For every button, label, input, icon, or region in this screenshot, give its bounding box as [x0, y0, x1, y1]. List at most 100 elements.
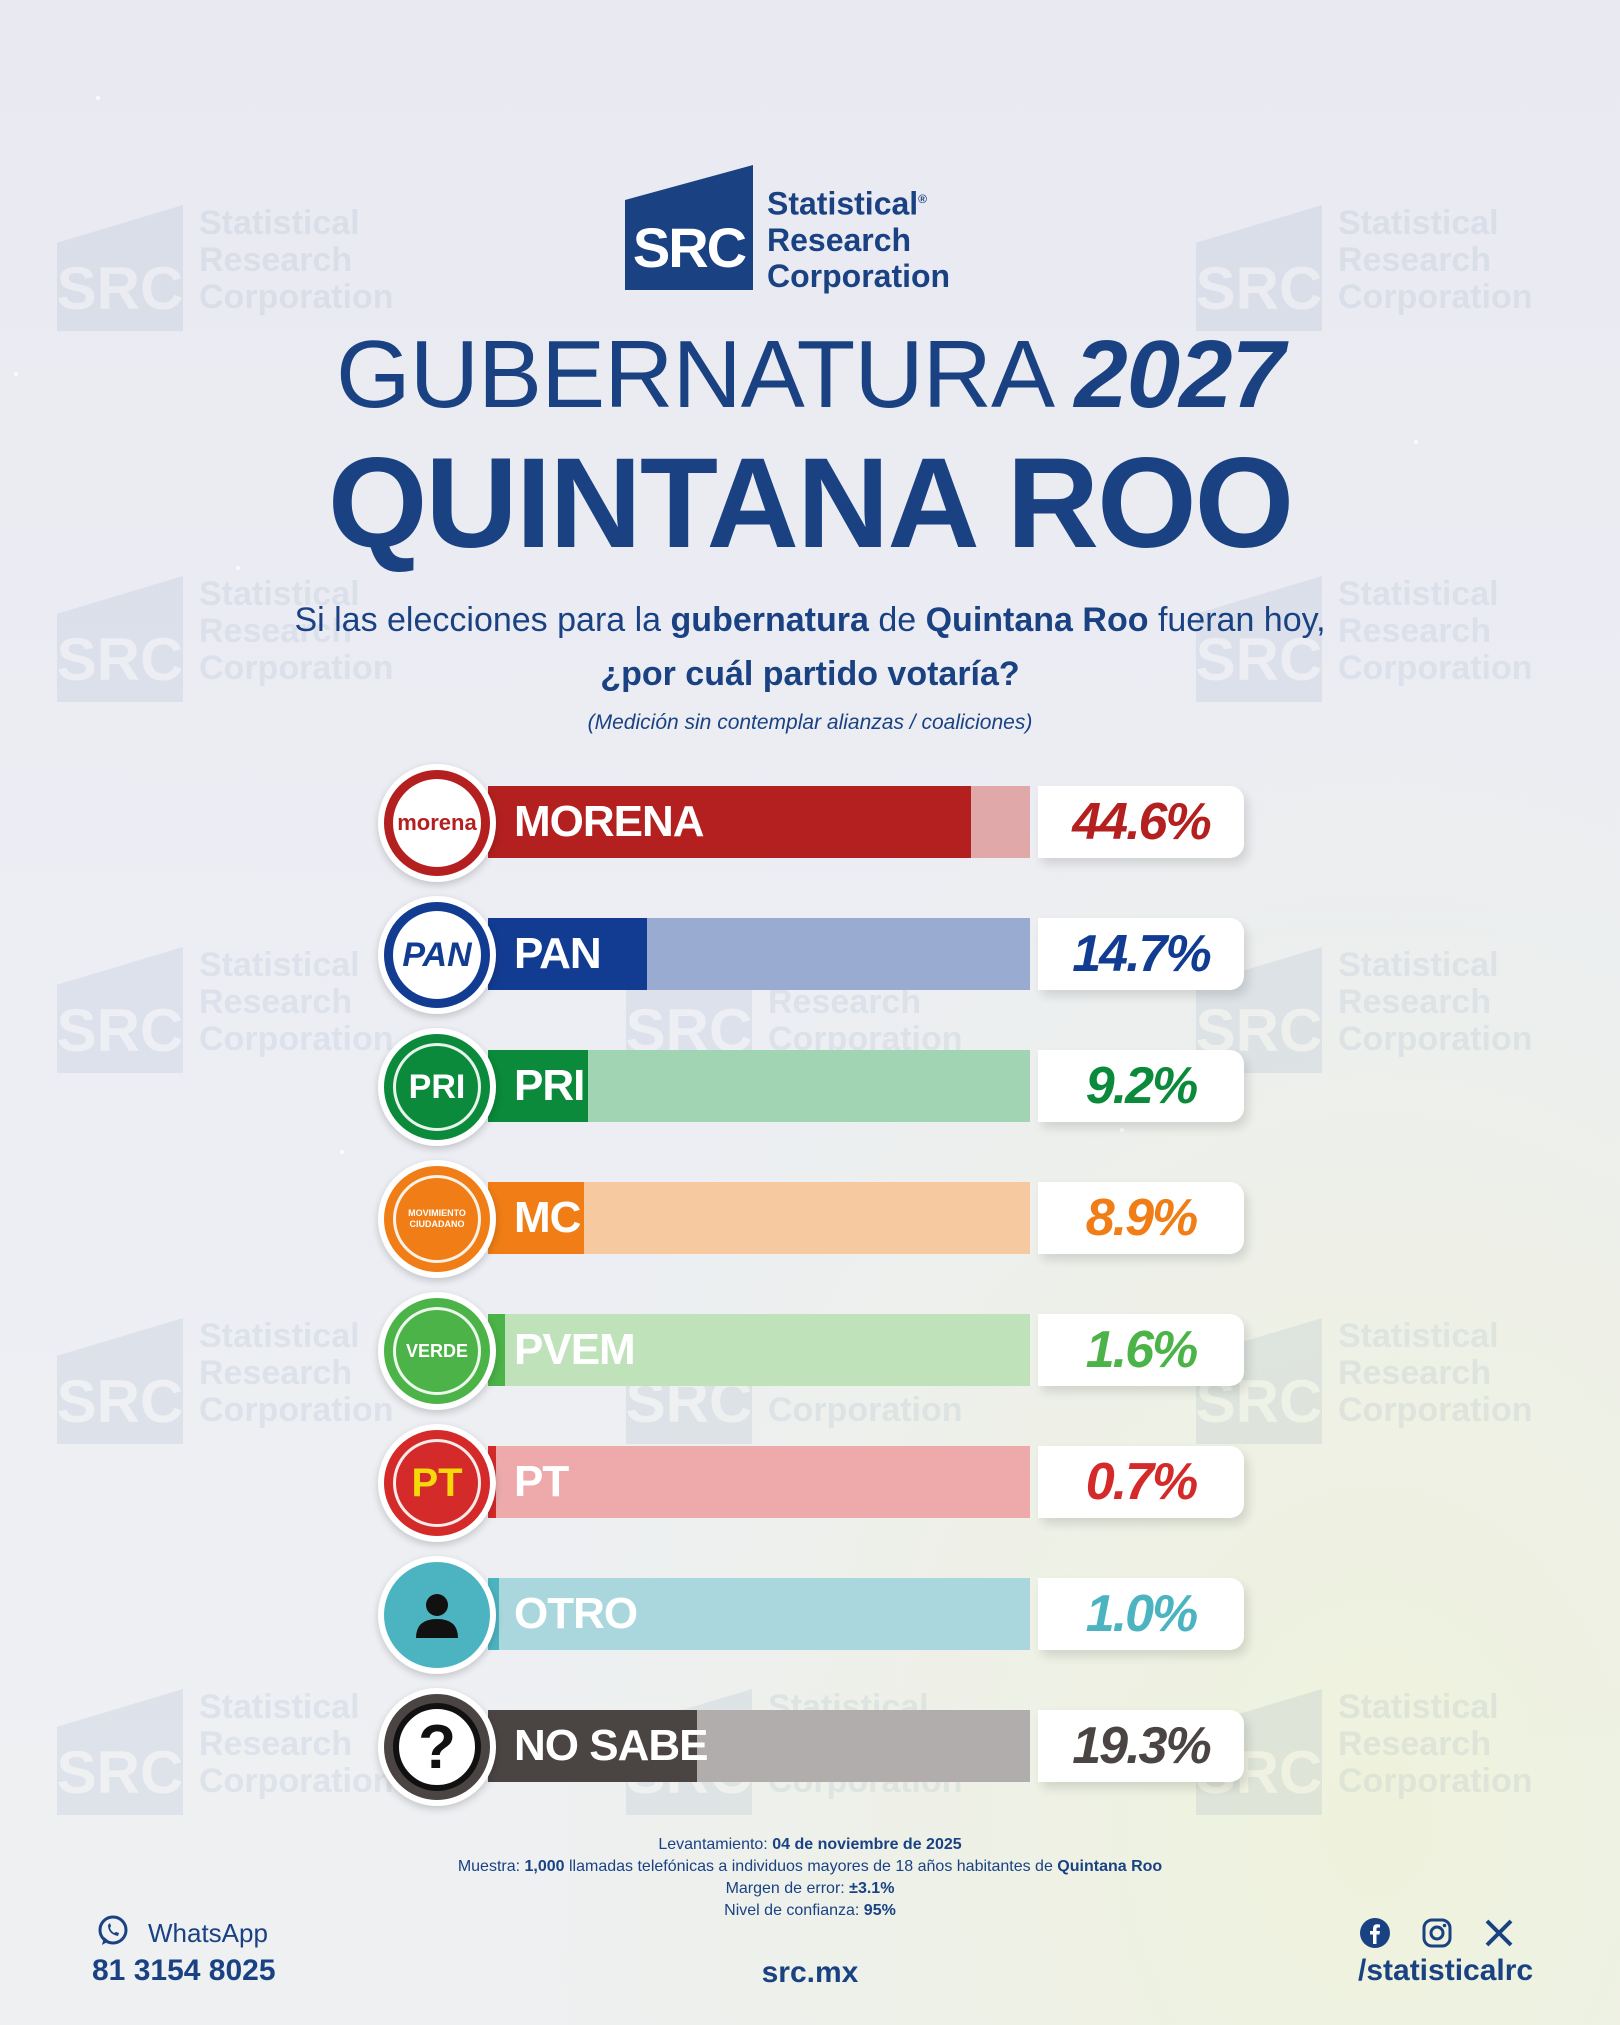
party-badge: VERDE: [378, 1292, 496, 1410]
social-handle[interactable]: /statisticalrc: [1358, 1954, 1534, 1987]
src-logo: SRC Statistical® Research Corporation: [625, 165, 950, 294]
survey-question: Si las elecciones para la gubernatura de…: [0, 593, 1620, 701]
bar-row: MC 8.9% MOVIMIENTO CIUDADANO: [378, 1158, 1248, 1290]
value-label: 1.6%: [1038, 1314, 1244, 1386]
party-badge: PT: [378, 1424, 496, 1542]
party-badge: ?: [378, 1688, 496, 1806]
category-label: PAN: [514, 929, 602, 978]
party-badge: morena: [378, 764, 496, 882]
bar-track: [488, 1710, 1030, 1782]
question-part3: fueran hoy,: [1148, 601, 1326, 639]
muestra-label: Muestra:: [457, 1858, 525, 1875]
bar-fill: [488, 1050, 588, 1122]
party-logo: PRI: [393, 1043, 481, 1131]
person-icon: [393, 1571, 481, 1659]
bar-row: PRI 9.2% PRI: [378, 1026, 1248, 1158]
instagram-icon[interactable]: [1420, 1916, 1454, 1950]
question-line2: ¿por cuál partido votaría?: [600, 655, 1020, 693]
muestra-value: 1,000: [524, 1858, 565, 1875]
nivel-line: Nivel de confianza: 95%: [0, 1900, 1620, 1922]
category-label: PRI: [514, 1061, 585, 1110]
question-part1: Si las elecciones para la: [294, 601, 671, 639]
sparkle: [340, 1150, 344, 1154]
logo-mark: SRC: [625, 165, 753, 290]
x-icon[interactable]: [1482, 1916, 1516, 1950]
nivel-label: Nivel de confianza:: [724, 1902, 864, 1919]
levantamiento-line: Levantamiento: 04 de noviembre de 2025: [0, 1834, 1620, 1856]
bar-fill: [488, 1710, 698, 1782]
watermark-mark: SRC: [57, 947, 183, 1073]
bar-track: [488, 918, 1030, 990]
logo-line3: Corporation: [767, 258, 951, 294]
watermark-mark: SRC: [57, 205, 183, 331]
title-year: 2027: [1074, 321, 1285, 428]
value-label: 8.9%: [1038, 1182, 1244, 1254]
logo-line2: Research: [767, 222, 912, 258]
facebook-icon[interactable]: [1358, 1916, 1392, 1950]
bar-track: [488, 1182, 1030, 1254]
value-label: 0.7%: [1038, 1446, 1244, 1518]
watermark-mark: SRC: [57, 1689, 183, 1815]
whatsapp-contact[interactable]: WhatsApp: [96, 1914, 268, 1953]
party-logo: morena: [393, 779, 481, 867]
sparkle: [236, 566, 240, 570]
bar-row: NO SABE 19.3%?: [378, 1686, 1248, 1818]
margen-label: Margen de error:: [725, 1880, 850, 1897]
bar-track: [488, 786, 1030, 858]
sparkle: [96, 96, 100, 100]
registered-mark: ®: [918, 192, 928, 207]
value-label: 19.3%: [1038, 1710, 1244, 1782]
question-bold1: gubernatura: [670, 601, 869, 639]
category-label: PT: [514, 1457, 569, 1506]
watermark-mark: SRC: [57, 1318, 183, 1444]
levantamiento-value: 04 de noviembre de 2025: [772, 1836, 962, 1853]
bar-track: [488, 1050, 1030, 1122]
category-label: NO SABE: [514, 1721, 708, 1770]
party-badge: MOVIMIENTO CIUDADANO: [378, 1160, 496, 1278]
value-label: 44.6%: [1038, 786, 1244, 858]
party-logo: MOVIMIENTO CIUDADANO: [393, 1175, 481, 1263]
whatsapp-icon: [96, 1914, 130, 1953]
sparkle: [14, 372, 18, 376]
website-link[interactable]: src.mx: [761, 1956, 859, 1989]
party-badge: [378, 1556, 496, 1674]
social-icons: [1358, 1916, 1516, 1950]
margen-line: Margen de error: ±3.1%: [0, 1878, 1620, 1900]
sparkle: [1414, 440, 1418, 444]
muestra-line: Muestra: 1,000 llamadas telefónicas a in…: [0, 1856, 1620, 1878]
bar-track: [488, 1578, 1030, 1650]
value-label: 1.0%: [1038, 1578, 1244, 1650]
page-subtitle: QUINTANA ROO: [327, 432, 1294, 575]
party-logo: VERDE: [393, 1307, 481, 1395]
question-bold2: Quintana Roo: [925, 601, 1149, 639]
logo-line1: Statistical: [767, 186, 919, 222]
bar-track: [488, 1446, 1030, 1518]
bar-row: OTRO 1.0%: [378, 1554, 1248, 1686]
bar-row: PVEM 1.6% VERDE: [378, 1290, 1248, 1422]
levantamiento-label: Levantamiento:: [658, 1836, 773, 1853]
category-label: MORENA: [514, 797, 705, 846]
watermark-mark: SRC: [1196, 205, 1322, 331]
question-icon: ?: [393, 1703, 481, 1791]
phone-number[interactable]: 81 3154 8025: [92, 1954, 276, 1987]
margen-value: ±3.1%: [849, 1880, 895, 1897]
sparkle: [1120, 1128, 1124, 1132]
bar-fill: [488, 918, 648, 990]
bar-row: MORENA 44.6% morena: [378, 762, 1248, 894]
logo-wordmark: Statistical® Research Corporation: [767, 181, 950, 294]
method-note: (Medición sin contemplar alianzas / coal…: [587, 711, 1033, 734]
party-badge: PRI: [378, 1028, 496, 1146]
bar-row: PAN 14.7% PAN: [378, 894, 1248, 1026]
